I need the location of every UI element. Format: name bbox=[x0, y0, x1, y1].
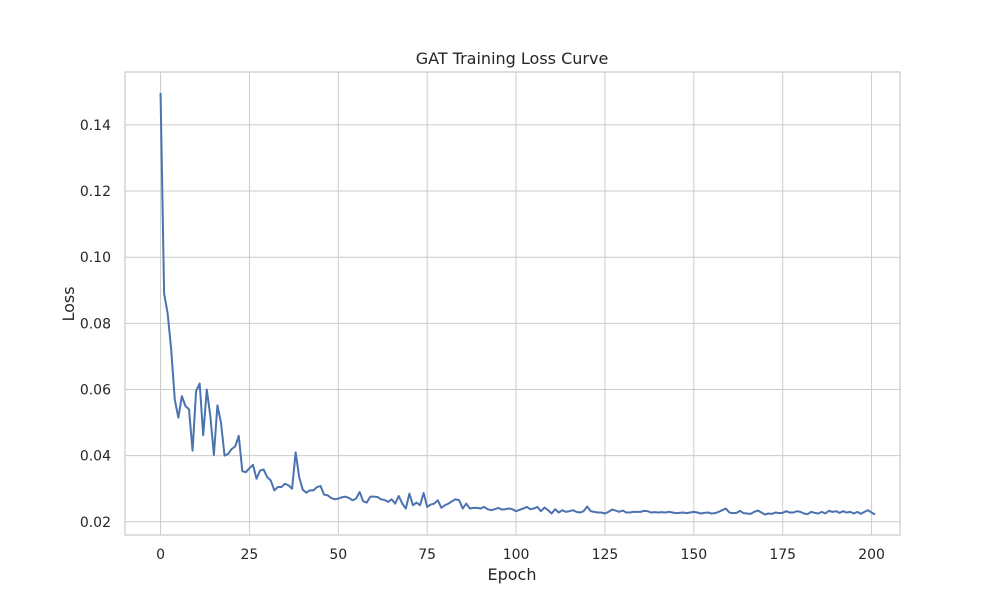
y-axis-ticks: 0.02 0.04 0.06 0.08 0.10 0.12 0.14 bbox=[80, 118, 111, 531]
x-axis-ticks: 0 25 50 75 100 125 150 175 200 bbox=[156, 547, 885, 563]
y-tick-label: 0.08 bbox=[80, 316, 111, 332]
y-tick-label: 0.02 bbox=[80, 515, 111, 531]
plot-frame bbox=[124, 71, 901, 536]
y-tick-label: 0.14 bbox=[80, 118, 111, 134]
loss-series-line bbox=[159, 92, 876, 516]
x-tick-label: 25 bbox=[241, 547, 259, 563]
y-tick-label: 0.12 bbox=[80, 184, 111, 200]
x-tick-label: 150 bbox=[680, 547, 707, 563]
x-tick-label: 175 bbox=[769, 547, 796, 563]
chart-title: GAT Training Loss Curve bbox=[416, 49, 609, 68]
x-axis-label: Epoch bbox=[488, 565, 537, 584]
y-tick-label: 0.04 bbox=[80, 449, 111, 465]
x-tick-label: 50 bbox=[329, 547, 347, 563]
y-tick-label: 0.10 bbox=[80, 250, 111, 266]
y-axis-label: Loss bbox=[59, 286, 78, 321]
y-tick-label: 0.06 bbox=[80, 382, 111, 398]
x-tick-label: 0 bbox=[156, 547, 165, 563]
grid-lines bbox=[125, 72, 900, 535]
x-tick-label: 100 bbox=[503, 547, 530, 563]
x-tick-label: 75 bbox=[418, 547, 436, 563]
x-tick-label: 125 bbox=[592, 547, 619, 563]
x-tick-label: 200 bbox=[858, 547, 885, 563]
